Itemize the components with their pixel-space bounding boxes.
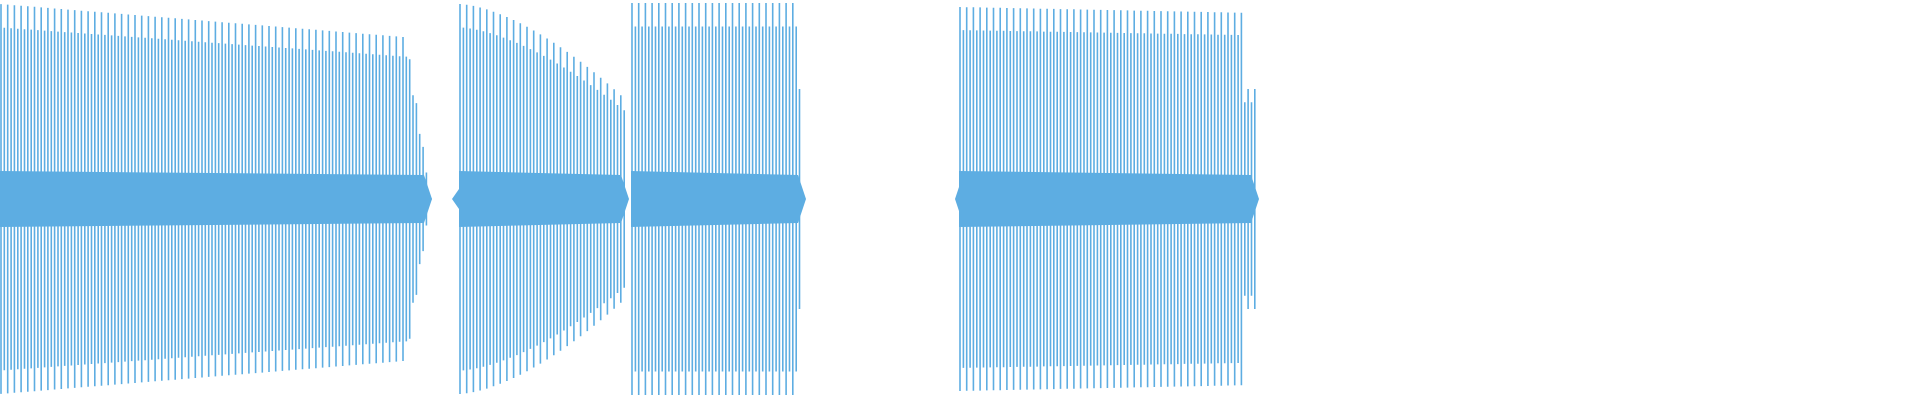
waveform-core [631,171,806,227]
waveform-core [0,171,432,227]
waveform-core [459,171,629,227]
waveform-core [959,171,1259,227]
